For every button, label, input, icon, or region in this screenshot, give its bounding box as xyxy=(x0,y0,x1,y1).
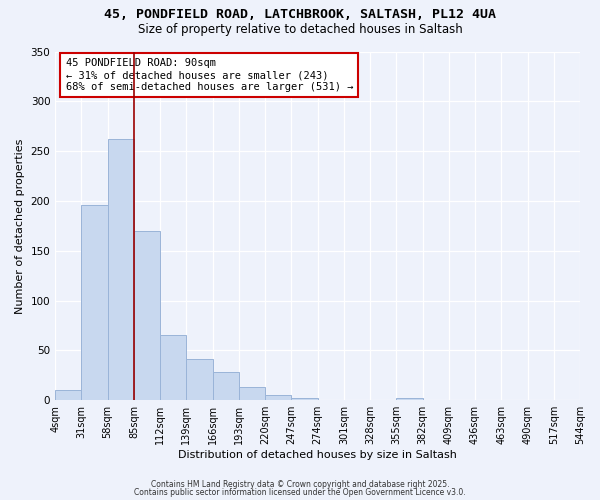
Bar xyxy=(292,398,317,400)
Text: Size of property relative to detached houses in Saltash: Size of property relative to detached ho… xyxy=(137,22,463,36)
Bar xyxy=(134,231,160,400)
Text: 45 PONDFIELD ROAD: 90sqm
← 31% of detached houses are smaller (243)
68% of semi-: 45 PONDFIELD ROAD: 90sqm ← 31% of detach… xyxy=(65,58,353,92)
Bar xyxy=(55,390,82,400)
Bar xyxy=(265,395,292,400)
Text: Contains HM Land Registry data © Crown copyright and database right 2025.: Contains HM Land Registry data © Crown c… xyxy=(151,480,449,489)
Bar xyxy=(239,388,265,400)
Bar xyxy=(397,398,422,400)
Text: Contains public sector information licensed under the Open Government Licence v3: Contains public sector information licen… xyxy=(134,488,466,497)
Bar xyxy=(82,205,107,400)
Bar xyxy=(160,336,187,400)
Bar xyxy=(107,139,134,400)
Text: 45, PONDFIELD ROAD, LATCHBROOK, SALTASH, PL12 4UA: 45, PONDFIELD ROAD, LATCHBROOK, SALTASH,… xyxy=(104,8,496,20)
Y-axis label: Number of detached properties: Number of detached properties xyxy=(15,138,25,314)
X-axis label: Distribution of detached houses by size in Saltash: Distribution of detached houses by size … xyxy=(178,450,457,460)
Bar xyxy=(212,372,239,400)
Bar xyxy=(187,360,212,400)
